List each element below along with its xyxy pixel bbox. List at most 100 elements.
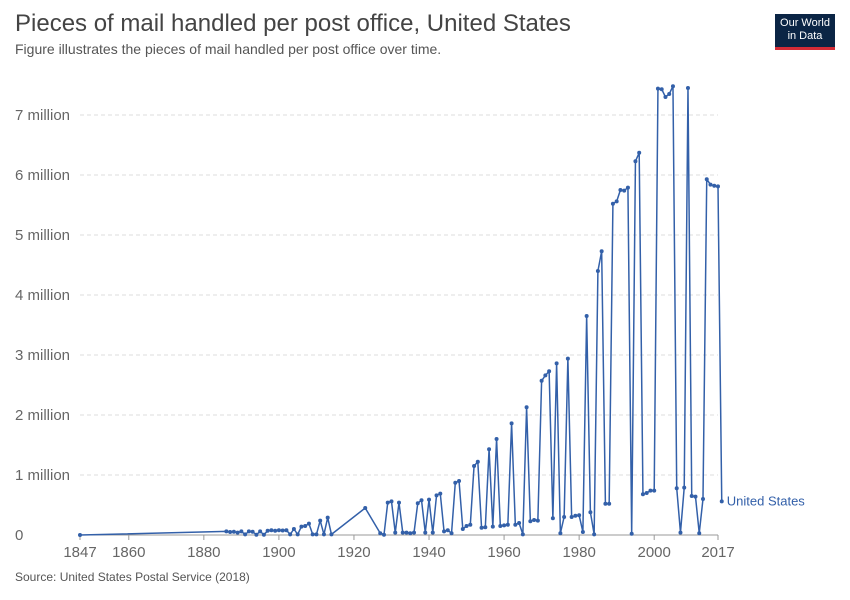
data-point	[228, 530, 233, 534]
source-note: Source: United States Postal Service (20…	[15, 570, 250, 584]
data-point	[569, 515, 574, 519]
data-point	[464, 524, 469, 528]
data-point	[584, 314, 589, 318]
data-point	[265, 528, 270, 533]
data-point	[78, 533, 82, 537]
data-point	[592, 532, 597, 537]
data-point	[261, 532, 266, 537]
data-point	[667, 92, 672, 96]
data-point	[246, 529, 251, 534]
data-point	[299, 524, 304, 529]
data-point	[273, 528, 278, 533]
data-point	[310, 532, 315, 537]
data-point	[314, 532, 319, 537]
data-point	[329, 532, 334, 537]
x-tick-label: 1960	[487, 544, 520, 561]
data-point	[288, 532, 293, 537]
y-tick-label: 7 million	[15, 107, 70, 124]
data-point	[445, 528, 450, 533]
data-point	[577, 513, 582, 518]
data-point	[607, 501, 612, 506]
data-point	[468, 522, 473, 527]
series-label-united-states[interactable]: United States	[727, 493, 806, 508]
data-point	[520, 532, 525, 537]
data-point	[588, 510, 593, 515]
owid-logo[interactable]: Our World in Data	[775, 14, 835, 50]
data-point	[419, 498, 424, 503]
data-point	[565, 356, 570, 361]
data-point	[250, 529, 255, 534]
data-point	[689, 494, 694, 498]
data-point	[700, 497, 705, 501]
gridlines	[80, 114, 718, 476]
data-point	[258, 529, 263, 534]
data-point	[487, 447, 492, 452]
data-point	[704, 177, 709, 182]
data-point	[397, 500, 401, 505]
y-axis: 0 1 million 2 million 3 million 4 million 5 m…	[15, 107, 70, 544]
data-point	[532, 518, 537, 522]
data-point	[505, 522, 510, 527]
x-tick-label: 1847	[63, 544, 96, 561]
data-point	[547, 369, 552, 374]
data-point	[535, 518, 540, 523]
data-point	[502, 523, 507, 528]
data-point	[543, 373, 548, 378]
data-point	[472, 464, 477, 468]
y-tick-label: 1 million	[15, 467, 70, 484]
data-point	[235, 530, 240, 535]
data-point	[663, 95, 668, 99]
data-point	[479, 525, 484, 530]
data-point	[498, 524, 503, 528]
x-tick-label: 1920	[337, 544, 370, 561]
data-point	[453, 480, 458, 485]
data-point	[659, 87, 664, 92]
data-point	[400, 530, 405, 535]
x-tick-label: 1860	[112, 544, 145, 561]
data-point	[599, 249, 604, 254]
data-point	[618, 188, 623, 192]
data-point	[693, 494, 698, 499]
data-point	[412, 530, 417, 535]
data-point	[306, 521, 311, 526]
data-point	[254, 532, 259, 537]
data-point	[393, 530, 398, 535]
data-point	[303, 524, 308, 528]
chart-title: Pieces of mail handled per post office, …	[15, 10, 571, 37]
data-point	[614, 199, 619, 204]
data-point	[558, 531, 563, 536]
x-tick-label: 2017	[701, 544, 734, 561]
data-point	[442, 529, 447, 534]
data-point	[385, 500, 390, 505]
x-tick-label: 1900	[262, 544, 295, 561]
y-tick-label: 5 million	[15, 227, 70, 244]
data-point	[539, 378, 544, 383]
y-tick-label: 2 million	[15, 407, 70, 424]
y-tick-label: 6 million	[15, 167, 70, 184]
data-point	[573, 513, 578, 518]
data-point	[625, 185, 630, 190]
data-point	[629, 531, 634, 536]
data-point	[652, 488, 657, 493]
data-point	[708, 182, 713, 187]
data-point	[404, 530, 409, 535]
series-line-united-states	[79, 85, 723, 536]
data-point	[457, 479, 462, 483]
data-point	[434, 493, 439, 498]
data-point	[550, 516, 555, 521]
x-tick-label: 2000	[638, 544, 671, 561]
x-axis: 1847 1860 1880 1900 1920 1940 1960 1980 2000 2017	[63, 534, 735, 561]
data-point	[674, 486, 679, 491]
data-point	[524, 405, 529, 410]
data-point	[517, 521, 522, 525]
data-point	[603, 501, 608, 506]
x-tick-label: 1940	[412, 544, 445, 561]
logo-accent-bar	[775, 47, 835, 50]
data-point	[269, 528, 274, 533]
data-point	[276, 528, 281, 533]
data-point	[697, 531, 702, 536]
data-point	[644, 491, 649, 495]
data-point	[239, 529, 244, 534]
data-point	[562, 515, 567, 519]
